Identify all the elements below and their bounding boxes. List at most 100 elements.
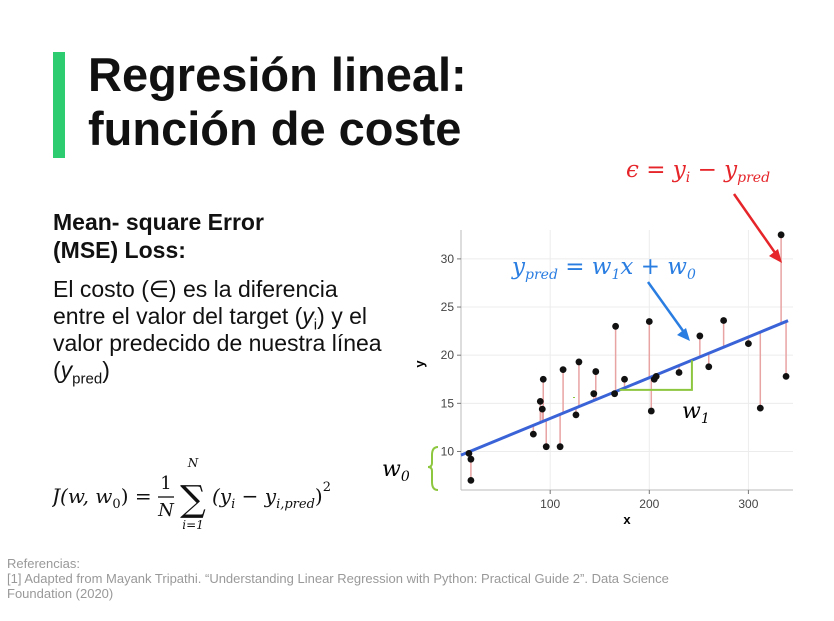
y-tick-label: 10 <box>441 444 455 458</box>
epsilon-symbol: ∈ <box>148 276 169 302</box>
prediction-equation: ypred = w1x + w0 <box>511 254 696 283</box>
formula-term-y-sub: i <box>231 497 235 512</box>
pred-x: x + w <box>620 254 687 280</box>
formula-power: 2 <box>323 480 331 495</box>
mse-heading: Mean- square Error (MSE) Loss: <box>53 208 353 264</box>
error-pred: pred <box>737 170 770 186</box>
error-equation: ϵ = yi − ypred <box>626 160 770 186</box>
data-point <box>556 443 564 451</box>
x-tick-label: 300 <box>738 497 758 511</box>
w0-w: w <box>382 457 401 482</box>
prediction-arrow-icon <box>677 328 690 341</box>
desc-part-2: ) es la diferencia entre el valor del ta… <box>53 276 338 329</box>
data-point <box>590 390 598 398</box>
data-point <box>559 366 567 374</box>
formula-term-close: ) <box>315 484 323 508</box>
prediction-arrow-line <box>646 281 688 336</box>
reference-item-1-line-2: Foundation (2020) <box>7 586 114 601</box>
page-title: Regresión lineal: función de coste <box>88 48 467 156</box>
y-tick-label: 20 <box>441 348 455 362</box>
formula-lhs-end: ) = <box>121 484 152 508</box>
data-point <box>611 390 619 398</box>
formula-sum-top: N <box>187 456 199 470</box>
svg-text:J(w, w0) =: J(w, w0) = <box>52 484 152 512</box>
data-point <box>612 322 620 330</box>
desc-y2-sub: pred <box>72 370 103 388</box>
formula-term-pred-sub: i,pred <box>276 497 315 512</box>
data-point <box>777 231 785 239</box>
desc-y2: y <box>60 357 73 383</box>
y-axis-label: y <box>412 360 427 368</box>
formula-term-minus: − y <box>235 484 276 508</box>
data-point <box>652 372 660 380</box>
desc-y-sub: i <box>313 316 318 334</box>
mse-heading-line-1: Mean- square Error <box>53 209 264 235</box>
error-lhs: ϵ = y <box>626 160 687 183</box>
data-point <box>756 404 764 412</box>
error-i: i <box>686 170 690 186</box>
title-line-1: Regresión lineal: <box>88 48 467 101</box>
formula-lhs: J(w, w <box>52 484 112 508</box>
title-line-2: función de coste <box>88 102 462 155</box>
y-tick-label: 30 <box>441 252 455 266</box>
references: Referencias: [1] Adapted from Mayank Tri… <box>7 556 827 601</box>
data-point <box>538 405 546 413</box>
data-point <box>572 411 580 419</box>
formula-lhs-sub: 0 <box>112 497 120 512</box>
error-mid: − y <box>690 160 738 183</box>
formula-sum-bottom: i=1 <box>182 518 204 532</box>
mse-heading-line-2: (MSE) Loss: <box>53 237 186 263</box>
w0-brace <box>427 446 439 491</box>
data-point <box>536 398 544 405</box>
pred-one: 1 <box>612 267 621 283</box>
error-arrow-icon <box>769 249 782 263</box>
mse-formula: J(w, w0) = 1 N N ∑ i=1 (yi − yi,pred)2 <box>52 456 331 532</box>
data-point <box>621 375 628 383</box>
data-point <box>696 332 704 340</box>
accent-bar <box>53 52 65 158</box>
data-point <box>575 358 583 366</box>
pred-sub: pred <box>525 267 558 283</box>
data-point <box>592 368 600 375</box>
desc-y: y <box>302 303 314 329</box>
w0-label: w0 <box>382 457 410 485</box>
formula-frac-den: N <box>157 500 175 521</box>
data-point <box>467 455 475 463</box>
data-point <box>675 369 683 376</box>
formula-frac-num: 1 <box>160 473 171 494</box>
w1-w: w <box>682 399 701 424</box>
data-point <box>467 476 475 484</box>
data-point <box>782 372 790 380</box>
y-tick-label: 25 <box>441 300 455 314</box>
data-point <box>542 443 550 451</box>
data-point <box>645 318 653 325</box>
slope-bracket <box>573 360 693 398</box>
data-point <box>720 317 728 324</box>
x-tick-label: 100 <box>540 497 560 511</box>
desc-part-3: ) y el valor predecido de nuestra línea … <box>53 303 382 383</box>
y-tick-label: 15 <box>441 396 455 410</box>
data-point <box>745 340 752 348</box>
desc-part-1: El costo ( <box>53 276 149 302</box>
pred-mid: = w <box>558 254 612 280</box>
formula-term-y: (y <box>212 484 232 508</box>
data-point <box>539 375 547 383</box>
x-tick-label: 200 <box>639 497 659 511</box>
data-points <box>465 231 790 484</box>
data-point <box>465 450 473 457</box>
reference-item-1-line-1: [1] Adapted from Mayank Tripathi. “Under… <box>7 571 669 586</box>
w1-label: w1 <box>682 399 710 427</box>
data-point <box>529 430 537 438</box>
data-point <box>705 363 713 371</box>
svg-text:(yi − yi,pred)2: (yi − yi,pred)2 <box>212 480 331 512</box>
error-arrow-line <box>732 193 780 258</box>
pred-y: y <box>511 254 526 280</box>
references-heading: Referencias: <box>7 556 80 571</box>
pred-zero: 0 <box>687 267 696 283</box>
sigma-icon: ∑ <box>180 479 206 520</box>
cost-description: El costo (∈) es la diferencia entre el v… <box>53 276 383 387</box>
w1-sub: 1 <box>701 411 710 427</box>
chart-grid <box>460 230 793 491</box>
